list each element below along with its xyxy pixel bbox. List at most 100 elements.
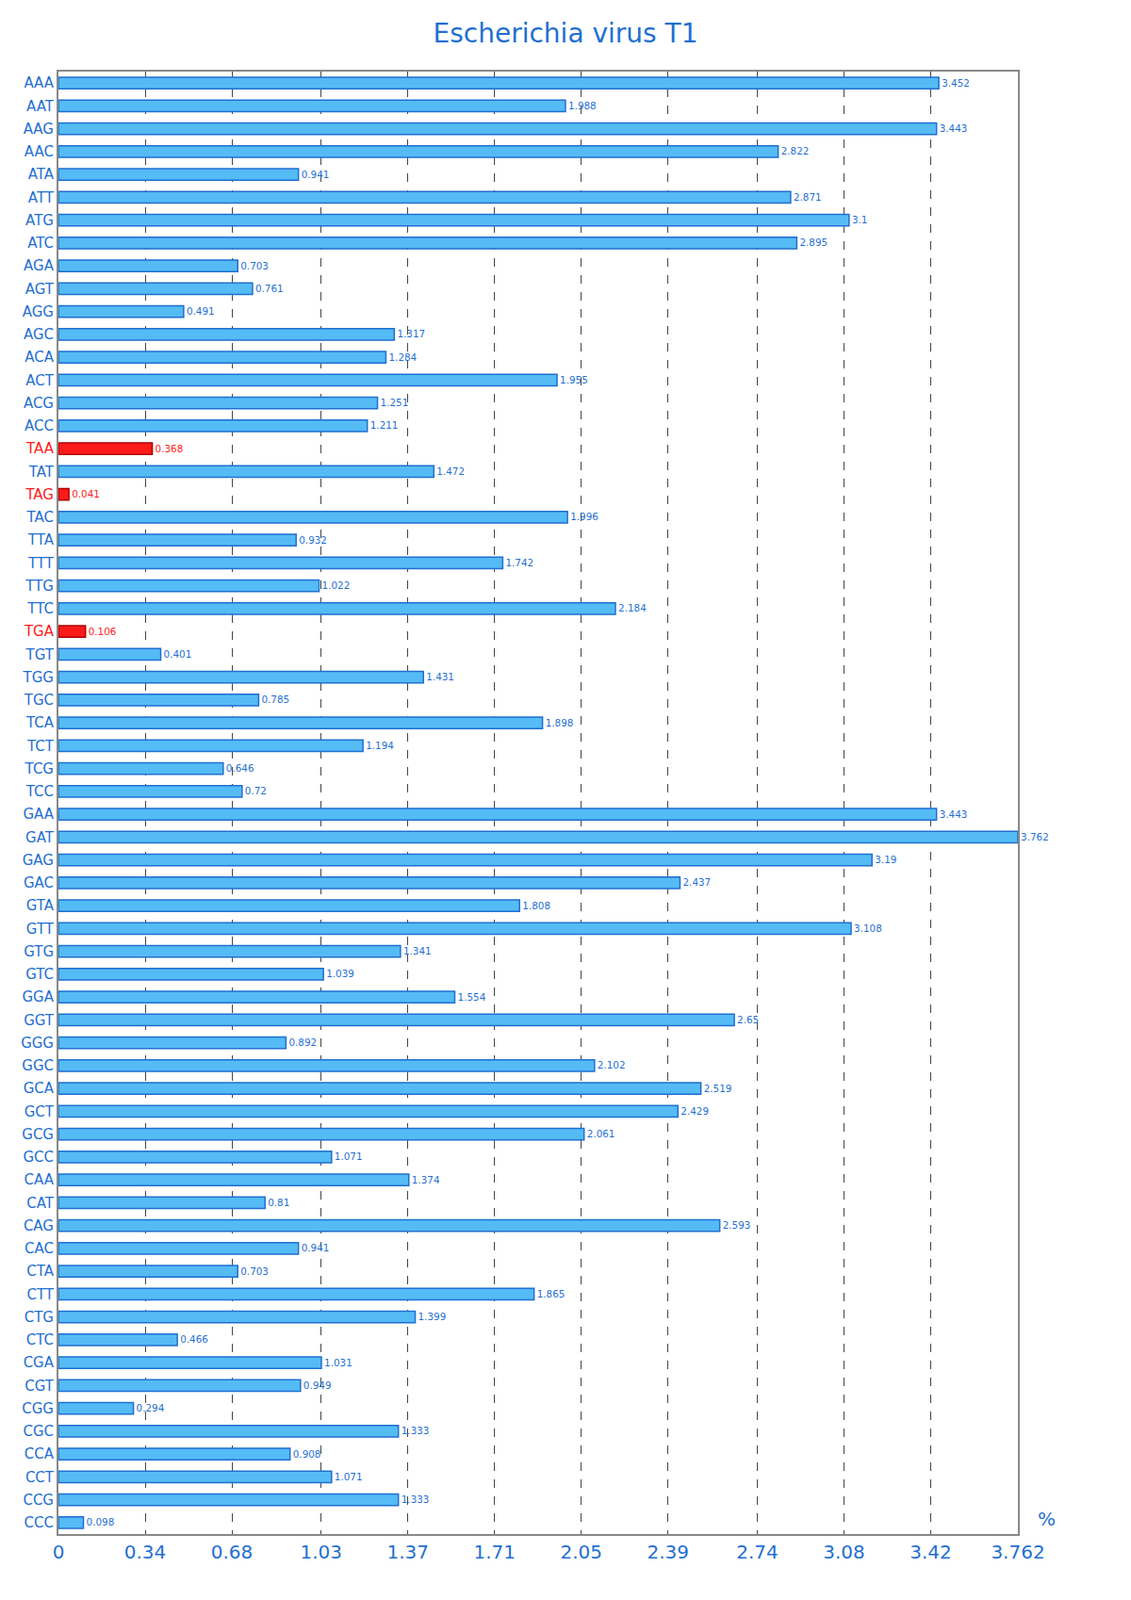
svg-text:TCG: TCG [24, 760, 54, 778]
svg-text:CTC: CTC [26, 1331, 54, 1349]
svg-text:0.785: 0.785 [261, 693, 290, 705]
svg-text:2.65: 2.65 [737, 1014, 759, 1026]
svg-text:TTA: TTA [27, 531, 55, 549]
svg-text:1.211: 1.211 [370, 419, 399, 431]
svg-text:1.399: 1.399 [418, 1311, 447, 1323]
svg-text:2.74: 2.74 [736, 1540, 779, 1564]
svg-text:1.742: 1.742 [505, 557, 534, 569]
svg-text:2.429: 2.429 [680, 1105, 709, 1117]
svg-text:2.05: 2.05 [559, 1540, 603, 1564]
svg-text:AGA: AGA [23, 257, 55, 275]
svg-text:GAC: GAC [23, 874, 54, 892]
svg-text:1.031: 1.031 [324, 1357, 353, 1369]
svg-text:GAG: GAG [22, 852, 54, 869]
svg-text:GAT: GAT [25, 829, 55, 847]
svg-text:0.72: 0.72 [245, 785, 267, 797]
svg-text:1.996: 1.996 [570, 510, 599, 523]
svg-text:GGA: GGA [21, 988, 54, 1006]
svg-text:1.251: 1.251 [380, 396, 410, 409]
svg-text:CTA: CTA [26, 1262, 54, 1280]
svg-text:1.431: 1.431 [426, 671, 455, 683]
svg-text:ATG: ATG [25, 212, 54, 230]
svg-text:1.37: 1.37 [386, 1540, 429, 1564]
svg-text:GAA: GAA [22, 805, 54, 823]
svg-text:1.554: 1.554 [458, 991, 487, 1003]
svg-text:0.041: 0.041 [71, 488, 100, 500]
svg-text:AGT: AGT [25, 280, 55, 298]
svg-text:CGT: CGT [24, 1377, 55, 1395]
svg-text:TAT: TAT [28, 463, 55, 481]
svg-text:GTA: GTA [26, 897, 55, 915]
svg-text:TTG: TTG [24, 577, 54, 595]
svg-text:1.317: 1.317 [396, 327, 426, 340]
svg-text:1.865: 1.865 [537, 1288, 566, 1300]
svg-text:ATC: ATC [27, 234, 54, 252]
svg-text:ACT: ACT [25, 372, 54, 390]
svg-text:GGT: GGT [23, 1012, 55, 1030]
svg-text:GCA: GCA [23, 1080, 55, 1098]
svg-text:CAC: CAC [24, 1240, 54, 1258]
svg-text:0: 0 [52, 1540, 66, 1564]
svg-text:CAA: CAA [24, 1171, 55, 1189]
svg-text:2.061: 2.061 [587, 1128, 616, 1140]
svg-text:AGG: AGG [22, 303, 54, 321]
svg-text:0.892: 0.892 [288, 1036, 317, 1049]
svg-text:1.194: 1.194 [365, 739, 394, 752]
svg-text:0.368: 0.368 [155, 442, 184, 455]
svg-text:0.466: 0.466 [180, 1333, 209, 1345]
svg-text:0.941: 0.941 [301, 1242, 330, 1254]
svg-text:1.284: 1.284 [388, 351, 417, 363]
svg-text:1.808: 1.808 [522, 900, 551, 912]
svg-text:2.39: 2.39 [646, 1540, 689, 1564]
svg-text:1.333: 1.333 [401, 1493, 430, 1506]
svg-text:2.102: 2.102 [597, 1059, 626, 1071]
svg-text:0.491: 0.491 [186, 305, 215, 317]
svg-text:0.703: 0.703 [240, 260, 269, 272]
svg-text:0.941: 0.941 [301, 168, 330, 181]
svg-text:3.443: 3.443 [939, 808, 968, 820]
svg-text:CCC: CCC [24, 1514, 54, 1532]
svg-text:CGA: CGA [23, 1354, 55, 1372]
svg-text:0.401: 0.401 [163, 648, 193, 660]
svg-text:1.071: 1.071 [334, 1150, 363, 1163]
svg-text:AAC: AAC [24, 143, 54, 161]
svg-text:CCG: CCG [22, 1491, 54, 1509]
svg-text:GCC: GCC [22, 1148, 54, 1166]
svg-text:TGG: TGG [22, 669, 54, 687]
svg-text:AGC: AGC [23, 326, 54, 344]
svg-text:TAC: TAC [26, 508, 54, 526]
svg-text:2.593: 2.593 [722, 1219, 752, 1231]
svg-text:TCA: TCA [25, 714, 55, 732]
svg-text:0.34: 0.34 [124, 1540, 167, 1564]
svg-text:GGC: GGC [21, 1057, 54, 1075]
svg-text:TCT: TCT [26, 737, 55, 755]
svg-text:GCT: GCT [24, 1103, 55, 1121]
svg-text:3.443: 3.443 [939, 122, 968, 134]
svg-text:1.898: 1.898 [545, 717, 574, 729]
svg-text:1.03: 1.03 [299, 1540, 343, 1564]
svg-text:3.1: 3.1 [852, 213, 869, 226]
svg-text:TAA: TAA [25, 440, 55, 458]
svg-text:GTC: GTC [25, 966, 54, 984]
svg-text:GGG: GGG [20, 1034, 54, 1052]
svg-text:2.437: 2.437 [682, 876, 711, 888]
svg-text:GTG: GTG [23, 943, 54, 961]
svg-text:3.108: 3.108 [853, 922, 883, 935]
svg-text:3.19: 3.19 [874, 853, 897, 866]
svg-text:1.374: 1.374 [411, 1174, 441, 1186]
svg-text:1.071: 1.071 [334, 1471, 363, 1483]
svg-text:3.42: 3.42 [909, 1540, 952, 1564]
svg-text:0.761: 0.761 [255, 282, 284, 295]
svg-text:3.08: 3.08 [822, 1540, 866, 1564]
svg-text:ATA: ATA [28, 165, 55, 183]
svg-text:0.098: 0.098 [86, 1516, 115, 1528]
svg-text:CAT: CAT [26, 1195, 55, 1213]
svg-text:ACA: ACA [24, 348, 54, 366]
svg-text:1.988: 1.988 [568, 99, 597, 112]
svg-text:CCT: CCT [25, 1469, 55, 1487]
svg-text:2.822: 2.822 [781, 145, 810, 157]
svg-text:0.703: 0.703 [240, 1265, 269, 1278]
svg-text:0.81: 0.81 [267, 1196, 290, 1209]
svg-text:ACC: ACC [24, 417, 54, 435]
svg-text:0.68: 0.68 [211, 1540, 254, 1564]
